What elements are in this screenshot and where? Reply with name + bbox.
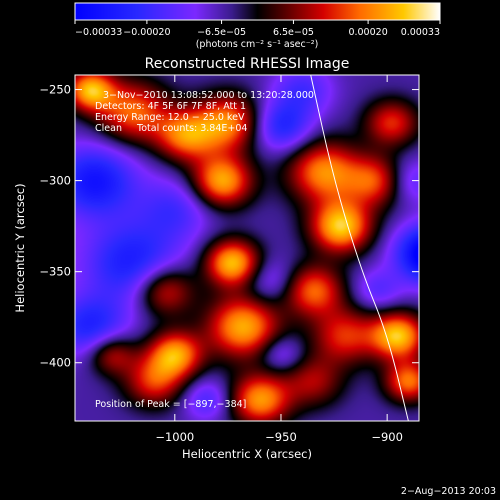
info-line-clean: Clean Total counts: 3.84E+04 <box>95 123 247 134</box>
colorbar-tick-label: −0.00033 <box>75 27 122 38</box>
colorbar-tick-label: 0.00033 <box>401 27 440 38</box>
colorbar-tick-label: −6.5e−05 <box>197 27 246 38</box>
heatmap-image <box>75 75 419 421</box>
info-line-detectors: Detectors: 4F 5F 6F 7F 8F, Att 1 <box>95 101 246 112</box>
y-tick-label: −250 <box>39 83 71 97</box>
y-tick-label: −300 <box>39 174 71 188</box>
colorbar-tick-label: 6.5e−05 <box>273 27 314 38</box>
peak-position-label: Position of Peak = [−897,−384] <box>95 399 246 410</box>
x-tick-label: −1000 <box>155 430 194 444</box>
peak-marker <box>421 262 430 266</box>
footer-date: 2−Aug−2013 20:03 <box>401 486 496 497</box>
x-axis-label: Heliocentric X (arcsec) <box>182 447 312 461</box>
colorbar-tick-label: −0.00020 <box>123 27 170 38</box>
colorbar-tick-label: 0.00020 <box>348 27 387 38</box>
x-axis-ticks: −1000 −950 −900 <box>155 75 403 444</box>
y-axis-label: Heliocentric Y (arcsec) <box>13 183 27 312</box>
heatmap-image-container <box>75 75 419 421</box>
info-block: 3−Nov−2010 13:08:52.000 to 13:20:28.000 … <box>95 90 314 134</box>
info-line-time: 3−Nov−2010 13:08:52.000 to 13:20:28.000 <box>103 90 314 101</box>
colorbar-units-label: (photons cm⁻² s⁻¹ asec⁻²) <box>196 39 319 50</box>
colorbar <box>74 2 441 21</box>
plot-frame <box>74 74 420 422</box>
chart-title: Reconstructed RHESSI Image <box>145 56 350 72</box>
y-axis-ticks: −250 −300 −350 −400 <box>39 83 419 370</box>
info-line-energy: Energy Range: 12.0 − 25.0 keV <box>95 112 245 123</box>
y-tick-label: −400 <box>39 356 71 370</box>
x-tick-label: −900 <box>371 430 403 444</box>
y-tick-label: −350 <box>39 265 71 279</box>
x-tick-label: −950 <box>265 430 297 444</box>
colorbar-ticks: −0.00033 −0.00020 −6.5e−05 6.5e−05 0.00020 0.… <box>74 20 441 38</box>
solar-limb-curve <box>310 75 409 421</box>
